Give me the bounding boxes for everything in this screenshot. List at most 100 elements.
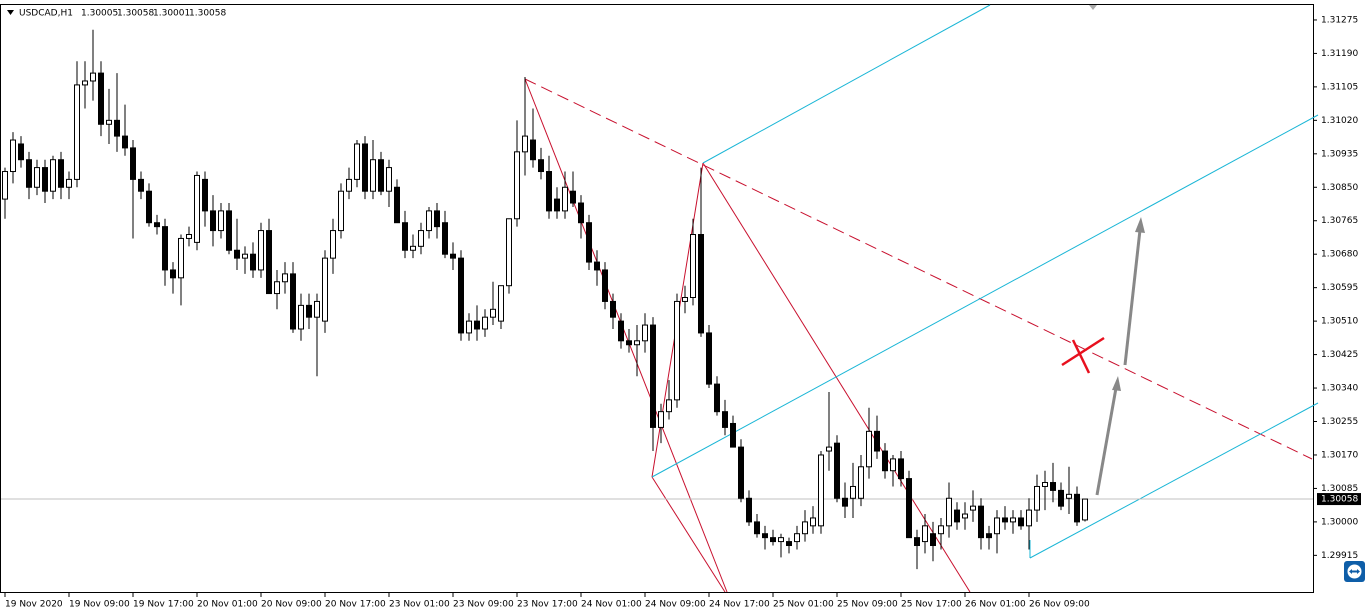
candle-body [354,143,360,180]
candle-body [474,320,480,330]
y-tick-label: 1.30000 [1321,517,1358,527]
y-tick-label: 1.31020 [1321,116,1358,126]
candle-body [346,178,352,192]
candle-body [98,72,104,125]
channel-line [1029,402,1319,559]
candle-body [682,297,688,302]
x-tick-label: 26 Nov 09:00 [1029,600,1090,610]
candle-body [1050,482,1056,491]
candle-body [178,237,184,279]
candle-body [1074,493,1080,523]
candle-body [466,320,472,334]
candle-body [34,167,40,188]
candle-body [634,340,640,346]
y-tick-label: 1.30425 [1321,350,1358,360]
candle-body [650,324,656,428]
x-tick-label: 25 Nov 09:00 [837,600,898,610]
candle-body [10,139,16,173]
candle-body [698,234,704,334]
candle-body [578,202,584,224]
candle-body [522,135,528,153]
candle-body [714,383,720,413]
candle-body [434,210,440,228]
y-tick-label: 1.30085 [1321,484,1358,494]
y-tick-label: 1.30255 [1321,417,1358,427]
candle-body [1042,482,1048,487]
candle-body [762,533,768,539]
candle-body [18,143,24,161]
candle-body [482,316,488,330]
candle-body [378,159,384,192]
arrow [1095,387,1118,496]
candle-body [418,230,424,247]
price-label-bg [1317,493,1361,506]
candle-body [266,230,272,295]
x-tick-label: 26 Nov 01:00 [965,600,1026,610]
candle-body [770,537,776,543]
x-tick-label: 23 Nov 01:00 [389,600,450,610]
candle-body [858,466,864,499]
candle-body [530,139,536,161]
candle-body [1018,517,1024,527]
candle-body [202,178,208,212]
candle-body [642,324,648,342]
candle-body [658,411,664,428]
y-tick-label: 1.29915 [1321,551,1358,561]
arrow-head [1112,376,1121,391]
candle-body [242,253,248,259]
candle-body [218,210,224,232]
x-tick-label: 19 Nov 09:00 [69,600,130,610]
x-tick-label: 25 Nov 01:00 [773,600,834,610]
header-open: 1.30005 [81,9,118,19]
header-low: 1.30001 [153,9,190,19]
candle-body [186,234,192,239]
candle-body [498,285,504,322]
candle-body [810,517,816,527]
candle-body [458,257,464,334]
candle-body [994,517,1000,535]
candle-body [386,167,392,192]
y-tick-label: 1.30340 [1321,384,1358,394]
candle-body [506,218,512,287]
candle-body [162,226,168,271]
cross-mark [1061,336,1105,367]
y-tick-label: 1.30850 [1321,183,1358,193]
candle-body [802,521,808,535]
candle-body [722,411,728,428]
candle-body [930,533,936,547]
candle-body [306,304,312,318]
candle-body [970,505,976,511]
candle-body [618,320,624,342]
x-tick-label: 24 Nov 09:00 [645,600,706,610]
candle-body [330,230,336,259]
candle-body [794,533,800,543]
candle-body [1010,517,1016,523]
candle-body [394,186,400,224]
candle-body [570,190,576,204]
candle-body [738,446,744,499]
candle-body [754,521,760,535]
arrow [1123,229,1142,366]
menu-arrow[interactable] [7,10,14,15]
candle-body [866,430,872,468]
y-tick-label: 1.31275 [1321,15,1358,25]
chart-title: USDCAD,H1 [19,9,73,19]
x-tick-label: 19 Nov 17:00 [133,600,194,610]
candle-body [666,399,672,413]
candle-body [818,454,824,527]
candle-body [986,533,992,539]
app-icon[interactable] [1344,561,1365,582]
y-tick-label: 1.31105 [1321,82,1358,92]
x-tick-label: 23 Nov 09:00 [453,600,514,610]
candle-body [850,485,856,499]
candle-body [1082,498,1088,521]
candle-body [586,222,592,263]
candle-body [922,525,928,543]
candle-body [322,257,328,322]
x-tick-label: 20 Nov 01:00 [197,600,258,610]
candle-body [834,442,840,499]
candle-body [594,261,600,271]
candle-body [938,525,944,535]
candle-body [490,308,496,318]
marker [1089,5,1097,10]
